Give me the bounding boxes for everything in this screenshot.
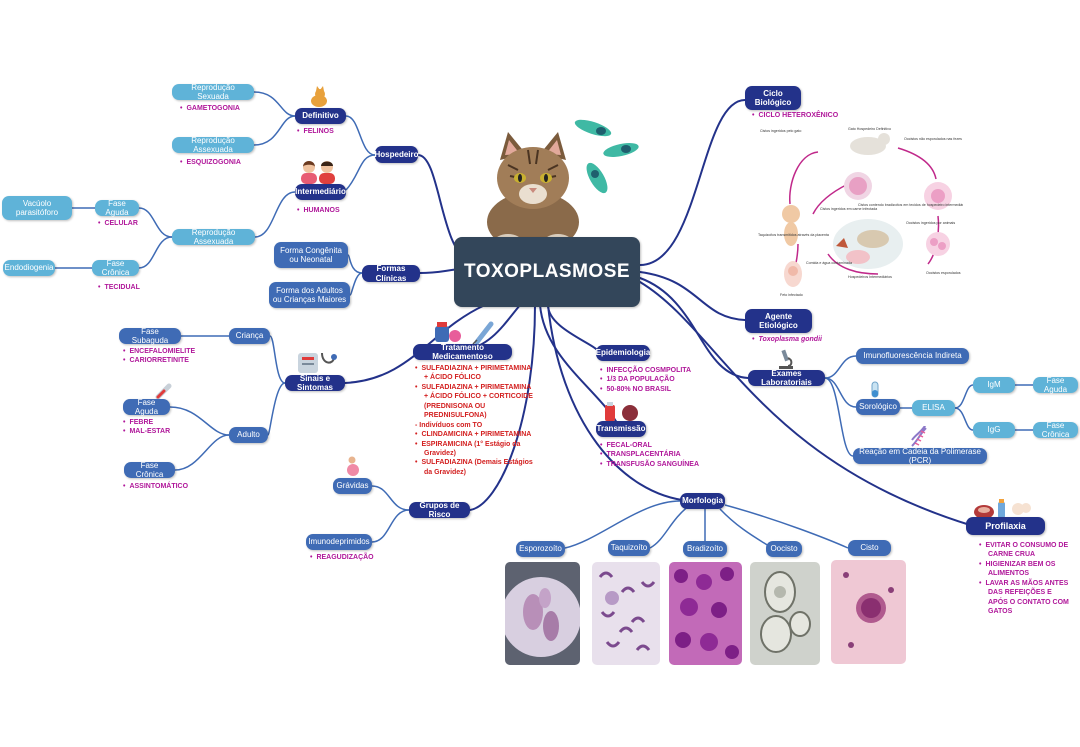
profilaxia-bullets: EVITAR O CONSUMO DE CARNE CRUA HIGIENIZA… bbox=[979, 541, 1069, 617]
pregnant-woman-icon bbox=[344, 456, 360, 476]
dna-icon bbox=[908, 423, 930, 448]
oocisto-micrograph bbox=[750, 562, 820, 665]
imunodeprimidos-bullets: REAGUDIZAÇÃO bbox=[310, 553, 373, 562]
morfologia-node[interactable]: Morfologia bbox=[680, 493, 725, 509]
epidemiologia-node[interactable]: Epidemiologia bbox=[596, 345, 650, 361]
oocisto-node[interactable]: Oocisto bbox=[766, 541, 802, 557]
fase-cronica-sinais-bullets: ASSINTOMÁTICO bbox=[123, 482, 188, 491]
bradizoito-micrograph bbox=[669, 562, 742, 665]
fase-aguda-host-node[interactable]: Fase Aguda bbox=[95, 199, 139, 217]
svg-text:Cistos ingeridos em carne infe: Cistos ingeridos em carne infectada bbox=[820, 207, 877, 211]
life-cycle-diagram: Cistos ingeridos pelo gato Gato Hospedei… bbox=[758, 124, 966, 300]
definitivo-node[interactable]: Definitivo bbox=[295, 108, 346, 124]
medicine-icon bbox=[433, 320, 495, 345]
agente-bullets: Toxoplasma gondii bbox=[752, 335, 822, 344]
igm-node[interactable]: IgM bbox=[973, 377, 1015, 393]
cisto-micrograph bbox=[831, 560, 906, 664]
definitivo-bullets: FELINOS bbox=[297, 127, 333, 136]
svg-text:Oocistos não esporulados nas f: Oocistos não esporulados nas fezes bbox=[904, 137, 962, 141]
fase-aguda-sinais-node[interactable]: Fase Aguda bbox=[123, 398, 170, 416]
epidemiologia-bullets: INFECÇÃO COSMPOLITA1/3 DA POPULAÇÃO50-80… bbox=[600, 366, 691, 394]
esporozoito-node[interactable]: Esporozoíto bbox=[516, 541, 565, 557]
fase-aguda-sinais-bullets: FEBREMAL-ESTAR bbox=[123, 418, 170, 437]
fase-cronica-sinais-node[interactable]: Fase Crônica bbox=[124, 461, 175, 479]
fase-aguda-exame-node[interactable]: Fase Aguda bbox=[1033, 376, 1078, 394]
vacuolo-node[interactable]: Vacúolo parasitóforo bbox=[2, 196, 72, 220]
transfusion-icon bbox=[602, 401, 640, 423]
thermometer-icon bbox=[154, 383, 172, 401]
medical-kit-icon bbox=[296, 349, 338, 375]
crianca-node[interactable]: Criança bbox=[229, 328, 270, 344]
fase-cronica-exame-node[interactable]: Fase Crônica bbox=[1033, 421, 1078, 439]
crianca-bullets: ENCEFALOMIELITECARIORRETINITE bbox=[123, 347, 195, 366]
svg-text:Cistos ingeridos pelo gato: Cistos ingeridos pelo gato bbox=[760, 129, 801, 133]
hygiene-food-icon bbox=[972, 498, 1034, 520]
reproducao-assexuada-def-node[interactable]: Reprodução Assexuada bbox=[172, 136, 254, 154]
intermediario-node[interactable]: Intermediário bbox=[295, 184, 346, 200]
svg-text:Cistos contendo bradizoítos em: Cistos contendo bradizoítos em tecidos d… bbox=[858, 203, 963, 207]
tratamento-node[interactable]: Tratamento Medicamentoso bbox=[413, 343, 512, 361]
tratamento-bullets: SULFADIAZINA + PIRIMETAMINA + ÁCIDO FÓLI… bbox=[415, 364, 533, 477]
forma-adultos-node[interactable]: Forma dos Adultos ou Crianças Maiores bbox=[269, 282, 350, 308]
imunofluorescencia-node[interactable]: Imunofluorescência Indireta bbox=[856, 348, 969, 364]
gravidas-node[interactable]: Grávidas bbox=[333, 478, 372, 494]
svg-text:Oocistos esporulados: Oocistos esporulados bbox=[926, 271, 961, 275]
fase-aguda-host-bullets: CELULAR bbox=[98, 219, 137, 228]
svg-text:Comida e água contaminada: Comida e água contaminada bbox=[806, 261, 852, 265]
profilaxia-node[interactable]: Profilaxia bbox=[966, 517, 1045, 535]
reproducao-assexuada-def-bullets: ESQUIZOGONIA bbox=[180, 158, 240, 167]
endodiogenia-node[interactable]: Endodiogenia bbox=[3, 260, 55, 276]
intermediario-bullets: HUMANOS bbox=[297, 206, 339, 215]
svg-text:Hospedeiros Intermediários: Hospedeiros Intermediários bbox=[848, 275, 892, 279]
svg-text:Gato Hospedeiro Definitivo: Gato Hospedeiro Definitivo bbox=[848, 127, 891, 131]
reproducao-assexuada-int-node[interactable]: Reprodução Assexuada bbox=[172, 228, 255, 246]
central-topic[interactable]: TOXOPLASMOSE bbox=[454, 237, 640, 307]
formas-clinicas-node[interactable]: Formas Clínicas bbox=[362, 264, 420, 283]
adulto-node[interactable]: Adulto bbox=[229, 427, 268, 443]
ciclo-biologico-node[interactable]: Ciclo Biológico bbox=[745, 86, 801, 110]
forma-congenita-node[interactable]: Forma Congênita ou Neonatal bbox=[274, 242, 348, 268]
taquizoito-node[interactable]: Taquizoíto bbox=[608, 540, 650, 556]
transmissao-node[interactable]: Transmissão bbox=[596, 421, 646, 437]
reproducao-sexuada-node[interactable]: Reprodução Sexuada bbox=[172, 83, 254, 101]
sinais-sintomas-node[interactable]: Sinais e Sintomas bbox=[285, 374, 345, 392]
svg-text:Feto infectado: Feto infectado bbox=[780, 293, 803, 297]
reproducao-sexuada-bullets: GAMETOGONIA bbox=[180, 104, 240, 113]
svg-text:Taquizoítos transmitidos atrav: Taquizoítos transmitidos através da plac… bbox=[758, 233, 829, 237]
fase-cronica-host-node[interactable]: Fase Crônica bbox=[92, 259, 139, 277]
fase-cronica-host-bullets: TECIDUAL bbox=[98, 283, 139, 292]
grupos-risco-node[interactable]: Grupos de Risco bbox=[409, 501, 470, 519]
taquizoito-micrograph bbox=[592, 562, 660, 665]
sorologico-node[interactable]: Sorológico bbox=[856, 399, 900, 415]
fase-subaguda-node[interactable]: Fase Subaguda bbox=[119, 327, 181, 345]
cisto-node[interactable]: Cisto bbox=[848, 540, 891, 556]
esporozoito-micrograph bbox=[505, 562, 580, 665]
pcr-node[interactable]: Reação em Cadeia da Polimerase (PCR) bbox=[853, 447, 987, 465]
imunodeprimidos-node[interactable]: Imunodeprimidos bbox=[306, 534, 372, 550]
humans-icon bbox=[298, 160, 338, 184]
ciclo-bullets: CICLO HETEROXÊNICO bbox=[752, 111, 838, 120]
transmissao-bullets: FECAL-ORALTRANSPLACENTÁRIATRANSFUSÃO SAN… bbox=[600, 441, 699, 469]
cat-illustration bbox=[478, 130, 588, 252]
agente-etiologico-node[interactable]: Agente Etiológico bbox=[745, 309, 812, 333]
exames-laboratoriais-node[interactable]: Exames Laboratoriais bbox=[748, 369, 825, 387]
elisa-node[interactable]: ELISA bbox=[912, 400, 955, 416]
test-tube-icon bbox=[866, 381, 884, 399]
bradizoito-node[interactable]: Bradizoíto bbox=[683, 541, 727, 557]
microscope-icon bbox=[776, 348, 796, 370]
igg-node[interactable]: IgG bbox=[973, 422, 1015, 438]
hospedeiro-node[interactable]: Hospedeiro bbox=[375, 146, 419, 163]
toxoplasma-parasites-illustration bbox=[573, 114, 639, 196]
cat-icon bbox=[308, 86, 330, 108]
svg-text:Oocistos ingeridos por animais: Oocistos ingeridos por animais bbox=[906, 221, 955, 225]
